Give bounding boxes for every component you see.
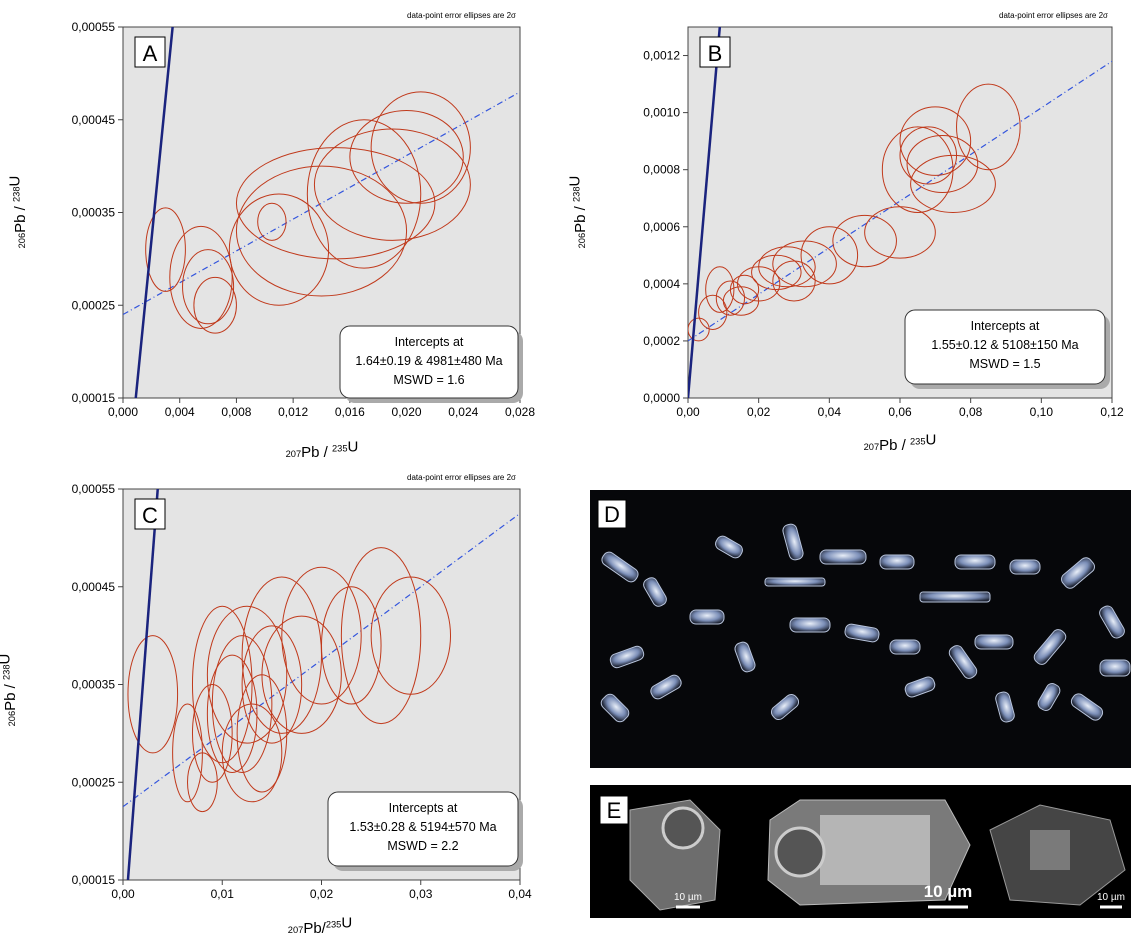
axis-label-part: 238 bbox=[572, 186, 582, 202]
panel-label: D bbox=[604, 502, 620, 527]
y-tick-label: 0,0010 bbox=[643, 106, 680, 120]
axis-label-part: U bbox=[926, 432, 937, 449]
y-tick-label: 0,00035 bbox=[72, 678, 116, 692]
y-tick-label: 0,0004 bbox=[643, 277, 680, 291]
note: data-point error ellipses are 2σ bbox=[407, 11, 516, 20]
x-tick-label: 0,004 bbox=[165, 405, 195, 419]
y-tick-label: 0,00045 bbox=[72, 580, 116, 594]
y-tick-label: 0,0000 bbox=[643, 391, 680, 405]
axis-label-part: Pb bbox=[572, 215, 589, 233]
annotation-text: Intercepts at bbox=[395, 335, 464, 349]
annotation-text: 1.64±0.19 & 4981±480 Ma bbox=[355, 354, 502, 368]
axis-label-part: U bbox=[7, 176, 24, 187]
axis-label-part: 238 bbox=[12, 186, 22, 202]
axis-label: 207Pb/235U bbox=[288, 915, 352, 937]
y-tick-label: 0,00025 bbox=[72, 775, 116, 789]
x-tick-label: 0,02 bbox=[747, 405, 771, 419]
axis-label-part: U bbox=[341, 915, 352, 932]
axis-label-part: Pb bbox=[2, 693, 19, 711]
annotation-text: MSWD = 1.6 bbox=[393, 373, 464, 387]
axis-label-part: Pb bbox=[879, 437, 897, 454]
axis-label-part: 206 bbox=[7, 711, 17, 727]
axis-label-part: 207 bbox=[286, 449, 302, 459]
x-tick-label: 0,00 bbox=[111, 887, 135, 901]
axis-label-part: Pb bbox=[12, 215, 29, 233]
y-tick-label: 0,0002 bbox=[643, 334, 680, 348]
axis-label-part: Pb bbox=[301, 444, 319, 461]
annotation-text: Intercepts at bbox=[971, 319, 1040, 333]
axis-label-part: 235 bbox=[910, 437, 926, 447]
x-tick-label: 0,024 bbox=[448, 405, 478, 419]
panel-label: A bbox=[143, 41, 158, 66]
panel-label: E bbox=[607, 798, 622, 823]
axis-label-part: / bbox=[2, 680, 19, 693]
y-tick-label: 0,00035 bbox=[72, 206, 116, 220]
x-tick-label: 0,10 bbox=[1030, 405, 1054, 419]
y-tick-label: 0,00055 bbox=[72, 20, 116, 34]
axis-label-part: 235 bbox=[326, 920, 342, 930]
axis-label-part: / bbox=[572, 202, 589, 215]
axis-label-part: / bbox=[320, 444, 333, 461]
x-tick-label: 0,01 bbox=[211, 887, 235, 901]
panel-label: B bbox=[708, 41, 723, 66]
axis-label-part: U bbox=[0, 654, 14, 665]
x-tick-label: 0,02 bbox=[310, 887, 334, 901]
axis-label-part: 238 bbox=[2, 664, 12, 680]
note: data-point error ellipses are 2σ bbox=[999, 11, 1108, 20]
annotation-text: Intercepts at bbox=[389, 801, 458, 815]
axis-label-part: / bbox=[898, 437, 911, 454]
scale-label: 10 µm bbox=[924, 882, 973, 901]
y-tick-label: 0,00055 bbox=[72, 482, 116, 496]
axis-label-part: U bbox=[567, 176, 584, 187]
x-tick-label: 0,06 bbox=[888, 405, 912, 419]
y-tick-label: 0,0006 bbox=[643, 220, 680, 234]
y-tick-label: 0,00015 bbox=[72, 391, 116, 405]
photo-d: D bbox=[590, 490, 1131, 768]
axis-label: 206Pb / 238U bbox=[567, 176, 589, 249]
figure: D 10 µm 10 µm 10 µm E 0,00015 0,00025 0,00… bbox=[0, 0, 1131, 947]
x-tick-label: 0,016 bbox=[335, 405, 365, 419]
axis-label: 207Pb / 235U bbox=[286, 439, 359, 461]
note: data-point error ellipses are 2σ bbox=[407, 473, 516, 482]
axis-label-part: 206 bbox=[17, 233, 27, 249]
y-tick-label: 0,00015 bbox=[72, 873, 116, 887]
x-tick-label: 0,000 bbox=[108, 405, 138, 419]
annotation-text: 1.55±0.12 & 5108±150 Ma bbox=[931, 338, 1078, 352]
axis-label-part: 207 bbox=[288, 925, 304, 935]
scale-label: 10 µm bbox=[1097, 892, 1125, 903]
axis-label-part: Pb bbox=[303, 920, 321, 937]
x-tick-label: 0,00 bbox=[676, 405, 700, 419]
annotation-text: 1.53±0.28 & 5194±570 Ma bbox=[349, 820, 496, 834]
x-tick-label: 0,08 bbox=[959, 405, 983, 419]
panel-label: C bbox=[142, 503, 158, 528]
axis-label: 206Pb / 238U bbox=[0, 654, 19, 727]
x-tick-label: 0,028 bbox=[505, 405, 535, 419]
x-tick-label: 0,008 bbox=[221, 405, 251, 419]
y-tick-label: 0,00045 bbox=[72, 113, 116, 127]
y-tick-label: 0,0008 bbox=[643, 163, 680, 177]
scale-label: 10 µm bbox=[674, 892, 702, 903]
axis-label: 206Pb / 238U bbox=[7, 176, 29, 249]
chart: 0,00015 0,00025 0,00035 0,00045 0,00055 0,000… bbox=[7, 11, 536, 461]
x-tick-label: 0,04 bbox=[818, 405, 842, 419]
x-tick-label: 0,020 bbox=[392, 405, 422, 419]
x-tick-label: 0,03 bbox=[409, 887, 433, 901]
chart: 0,0000 0,0002 0,0004 0,0006 0,0008 0,0010 0,00… bbox=[567, 11, 1125, 454]
x-tick-label: 0,04 bbox=[508, 887, 532, 901]
photo-e: 10 µm 10 µm 10 µm E bbox=[590, 785, 1131, 918]
annotation-text: MSWD = 1.5 bbox=[969, 357, 1040, 371]
axis-label-part: 206 bbox=[577, 233, 587, 249]
axis-label-part: / bbox=[12, 202, 29, 215]
axis-label-part: U bbox=[348, 439, 359, 456]
chart: 0,00015 0,00025 0,00035 0,00045 0,00055 0,00 0… bbox=[0, 473, 532, 937]
axis-label-part: 207 bbox=[864, 442, 880, 452]
axis-label-part: 235 bbox=[332, 444, 348, 454]
y-tick-label: 0,00025 bbox=[72, 298, 116, 312]
axis-label: 207Pb / 235U bbox=[864, 432, 937, 454]
x-tick-label: 0,012 bbox=[278, 405, 308, 419]
annotation-text: MSWD = 2.2 bbox=[387, 839, 458, 853]
x-tick-label: 0,12 bbox=[1100, 405, 1124, 419]
y-tick-label: 0,0012 bbox=[643, 49, 680, 63]
